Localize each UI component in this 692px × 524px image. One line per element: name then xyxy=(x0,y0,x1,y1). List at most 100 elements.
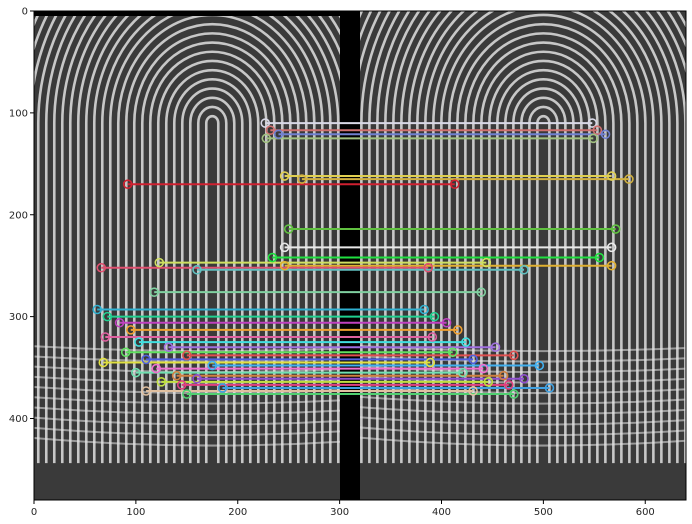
keypoint-left xyxy=(171,370,182,381)
keypoint-left xyxy=(151,363,162,374)
y-tick-label: 100 xyxy=(9,108,28,119)
keypoint-right xyxy=(476,287,487,297)
right-fingerprint-ridge xyxy=(384,11,686,464)
keypoint-left xyxy=(261,133,272,144)
keypoint-left xyxy=(149,287,160,297)
keypoint-left xyxy=(122,179,133,189)
left-fingerprint-ridge xyxy=(180,87,244,464)
right-fingerprint-ridge xyxy=(360,355,686,363)
keypoint-left xyxy=(156,377,167,387)
keypoint-left xyxy=(134,337,144,347)
keypoint-left xyxy=(192,373,202,384)
keypoint-right xyxy=(490,342,501,352)
keypoint-right xyxy=(624,174,634,184)
right-fingerprint-ridge xyxy=(528,105,559,464)
right-fingerprint-ridge xyxy=(360,426,686,437)
keypoint-markers xyxy=(92,118,634,399)
keypoint-left xyxy=(297,174,307,184)
left-fingerprint-ridge xyxy=(68,16,340,464)
left-fingerprint-ridge xyxy=(108,16,316,464)
right-fingerprint-ridge xyxy=(416,11,671,464)
keypoint-left xyxy=(96,262,107,273)
right-fingerprint-ridge xyxy=(360,416,686,426)
right-fingerprint-ridge xyxy=(480,50,607,464)
x-tick-label: 200 xyxy=(228,507,247,518)
keypoint-left xyxy=(267,252,278,263)
keypoint-left xyxy=(92,304,102,315)
right-fingerprint-ridge xyxy=(360,375,686,384)
keypoint-right xyxy=(483,377,494,387)
y-tick-label: 200 xyxy=(9,210,28,221)
keypoint-right xyxy=(441,317,452,328)
right-fingerprint-ridge xyxy=(456,22,631,464)
keypoint-right xyxy=(468,386,478,396)
right-fingerprint-ridge xyxy=(376,11,686,464)
keypoint-right xyxy=(429,311,440,322)
x-tick-label: 500 xyxy=(534,507,553,518)
left-fingerprint-ridge xyxy=(34,16,58,90)
keypoint-left xyxy=(283,224,294,234)
keypoint-left xyxy=(192,264,202,275)
keypoint-left xyxy=(207,360,218,371)
right-fingerprint-ridge xyxy=(360,395,686,405)
right-fingerprint-ridge xyxy=(360,365,686,374)
left-fingerprint-ridge xyxy=(156,59,268,464)
left-fingerprint-ridge xyxy=(188,96,236,464)
x-tick-label: 300 xyxy=(330,507,349,518)
keypoint-left xyxy=(182,350,192,361)
top-black-strip xyxy=(34,11,340,16)
keypoint-left xyxy=(154,257,165,268)
keypoint-left xyxy=(141,354,151,365)
keypoint-left xyxy=(131,367,141,378)
keypoint-right xyxy=(519,264,529,275)
left-fingerprint-image xyxy=(34,16,340,464)
keypoint-right xyxy=(478,363,489,374)
keypoint-left xyxy=(217,383,228,393)
keypoint-right xyxy=(509,350,519,361)
keypoint-left xyxy=(279,171,290,181)
left-fingerprint-ridge xyxy=(60,16,340,464)
keypoint-left xyxy=(182,389,192,399)
left-fingerprint-ridge xyxy=(44,16,77,464)
y-tick-label: 0 xyxy=(22,7,28,18)
y-tick-label: 400 xyxy=(9,414,28,425)
left-fingerprint-ridge xyxy=(34,426,340,437)
keypoint-right xyxy=(498,370,509,381)
left-fingerprint-ridge xyxy=(36,16,67,464)
right-fingerprint-ridge xyxy=(360,11,382,73)
right-fingerprint-ridge xyxy=(496,68,591,464)
right-fingerprint-ridge xyxy=(360,406,686,416)
keypoint-right xyxy=(447,347,458,358)
keypoint-left xyxy=(114,317,125,328)
keypoint-left xyxy=(141,386,151,396)
image-separator xyxy=(340,11,360,500)
keypoint-left xyxy=(163,342,174,352)
left-fingerprint-ridge xyxy=(84,16,340,464)
left-fingerprint-ridge xyxy=(164,68,260,464)
x-axis: 0 100 200 300 400 500 600 xyxy=(31,500,655,518)
keypoint-left xyxy=(120,347,131,358)
keypoint-right xyxy=(606,171,617,181)
keypoint-right xyxy=(544,383,555,393)
keypoint-right xyxy=(594,252,605,263)
keypoint-right xyxy=(503,380,514,390)
left-fingerprint-ridge xyxy=(100,16,324,464)
keypoint-left xyxy=(279,242,290,253)
keypoint-right xyxy=(458,367,468,378)
keypoint-right xyxy=(419,304,429,315)
right-fingerprint-ridge xyxy=(360,11,392,464)
keypoint-left xyxy=(260,118,271,128)
keypoint-left xyxy=(265,125,276,135)
axes-frame xyxy=(33,10,687,501)
right-fingerprint-ridge xyxy=(360,436,686,447)
keypoint-right xyxy=(610,224,621,234)
keypoint-right xyxy=(481,257,492,268)
x-tick-label: 100 xyxy=(126,507,145,518)
keypoint-right xyxy=(606,260,617,271)
keypoint-right xyxy=(534,360,545,371)
right-fingerprint-ridge xyxy=(440,11,647,464)
keypoint-right xyxy=(468,354,478,365)
keypoint-right xyxy=(592,125,603,135)
right-fingerprint-ridge xyxy=(360,11,373,42)
